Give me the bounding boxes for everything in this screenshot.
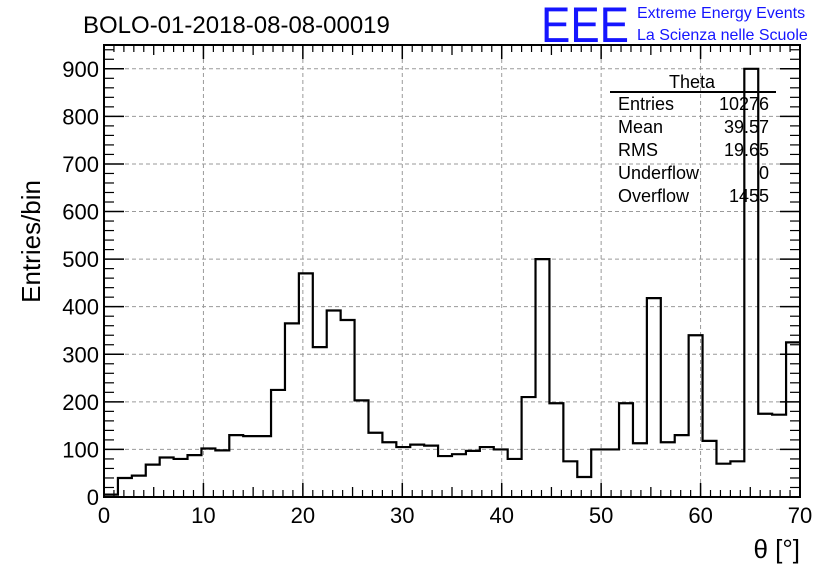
x-tick-label: 0 [98, 503, 110, 528]
stats-label-mean: Mean [618, 117, 663, 137]
y-tick-label: 0 [87, 485, 99, 510]
eee-logo-line2: La Scienza nelle Scuole [637, 27, 808, 44]
x-tick-label: 50 [589, 503, 613, 528]
stats-value-overflow: 1455 [729, 186, 769, 206]
y-tick-label: 500 [62, 247, 99, 272]
y-tick-label: 400 [62, 295, 99, 320]
x-axis-title: θ [°] [753, 534, 800, 564]
eee-logo-mark: EEE [541, 0, 629, 53]
y-tick-label: 800 [62, 104, 99, 129]
stats-box: Theta Entries 10276 Mean 39.57 RMS 19.65… [610, 72, 776, 206]
y-tick-label: 100 [62, 437, 99, 462]
x-tick-label: 20 [291, 503, 315, 528]
y-tick-label: 300 [62, 342, 99, 367]
x-tick-label: 70 [788, 503, 812, 528]
stats-value-mean: 39.57 [724, 117, 769, 137]
stats-value-entries: 10276 [719, 94, 769, 114]
histogram-line [104, 67, 800, 496]
x-tick-label: 30 [390, 503, 414, 528]
y-tick-label: 600 [62, 200, 99, 225]
axis-ticks [103, 45, 801, 498]
stats-label-overflow: Overflow [618, 186, 690, 206]
x-tick-label: 40 [489, 503, 513, 528]
stats-box-name: Theta [669, 72, 716, 92]
stats-label-underflow: Underflow [618, 163, 700, 183]
y-tick-label: 700 [62, 152, 99, 177]
x-tick-label: 60 [688, 503, 712, 528]
x-tick-labels: 0 10 20 30 40 50 60 70 [98, 503, 812, 528]
y-tick-label: 900 [62, 57, 99, 82]
plot-frame [103, 44, 801, 498]
y-axis-title: Entries/bin [16, 180, 46, 303]
y-tick-label: 200 [62, 390, 99, 415]
stats-label-rms: RMS [618, 140, 658, 160]
stats-value-underflow: 0 [759, 163, 769, 183]
eee-logo-line1: Extreme Energy Events [637, 5, 805, 22]
chart-title: BOLO-01-2018-08-08-00019 [83, 12, 390, 39]
eee-logo: EEE Extreme Energy Events La Scienza nel… [541, 0, 808, 53]
y-tick-labels: 0 100 200 300 400 500 600 700 800 900 [62, 57, 99, 510]
x-tick-label: 10 [191, 503, 215, 528]
stats-value-rms: 19.65 [724, 140, 769, 160]
stats-label-entries: Entries [618, 94, 674, 114]
